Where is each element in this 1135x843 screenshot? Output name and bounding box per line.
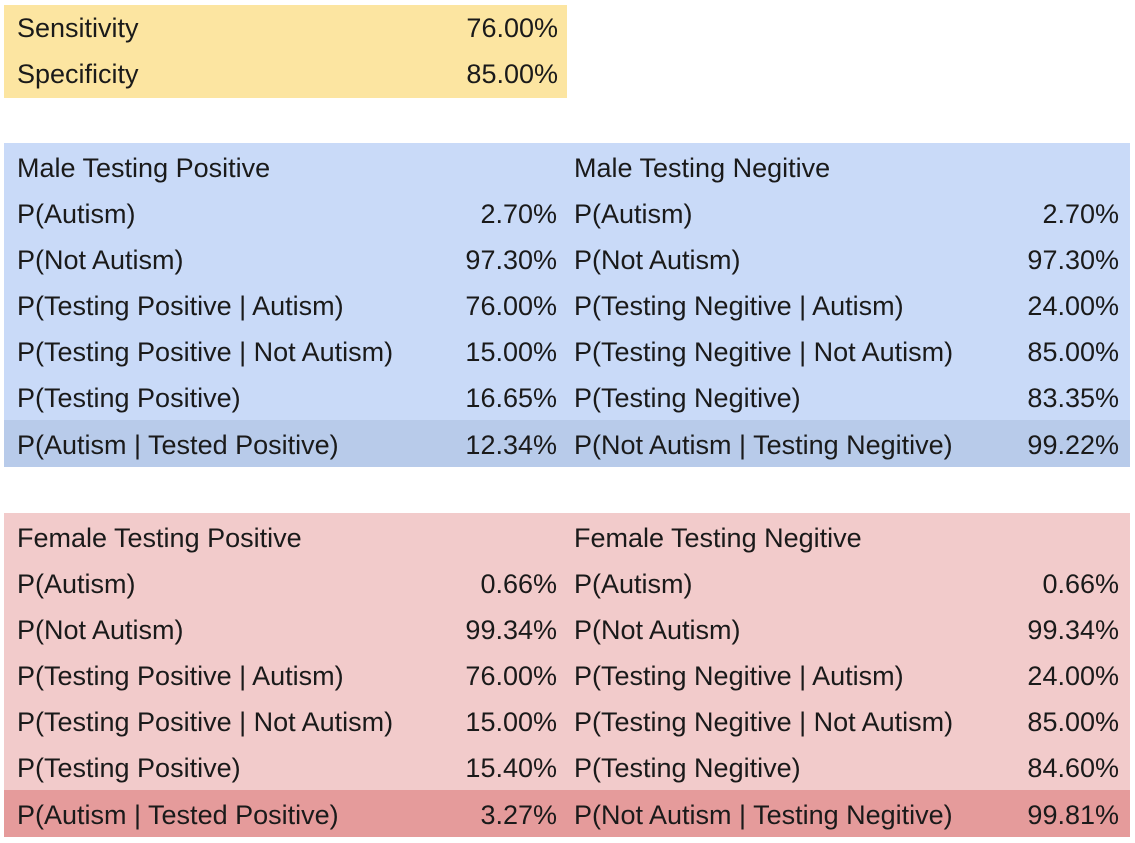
settings-block: Sensitivity 76.00% Specificity 85.00%	[4, 5, 567, 98]
table-row: P(Testing Positive) 15.40%	[4, 745, 557, 791]
row-value[interactable]: 0.66%	[480, 569, 557, 599]
table-row: P(Testing Positive) 16.65%	[4, 375, 557, 421]
section-title-row: Female Testing Negitive	[574, 515, 1119, 561]
table-row: P(Testing Negitive | Autism) 24.00%	[574, 283, 1119, 329]
sensitivity-row: Sensitivity 76.00%	[4, 5, 567, 51]
row-label[interactable]: P(Not Autism)	[574, 245, 741, 275]
female-result-highlight	[4, 790, 1130, 837]
specificity-value[interactable]: 85.00%	[466, 59, 558, 89]
row-label[interactable]: P(Testing Negitive)	[574, 383, 801, 413]
row-label[interactable]: P(Not Autism)	[17, 245, 184, 275]
result-row: P(Autism | Tested Positive) 3.27%	[4, 792, 557, 838]
female-negative-section: Female Testing Negitive P(Autism) 0.66% …	[574, 513, 1123, 837]
row-value[interactable]: 12.34%	[465, 430, 557, 460]
row-value[interactable]: 24.00%	[1027, 661, 1119, 691]
male-block: Male Testing Positive P(Autism) 2.70% P(…	[4, 143, 1130, 467]
row-label[interactable]: P(Testing Negitive)	[574, 753, 801, 783]
row-value[interactable]: 85.00%	[1027, 337, 1119, 367]
specificity-label[interactable]: Specificity	[17, 59, 139, 89]
row-value[interactable]: 85.00%	[1027, 707, 1119, 737]
result-row: P(Not Autism | Testing Negitive) 99.22%	[574, 422, 1119, 468]
table-row: P(Autism) 2.70%	[4, 191, 557, 237]
sensitivity-label[interactable]: Sensitivity	[17, 13, 139, 43]
row-label[interactable]: P(Testing Positive)	[17, 383, 241, 413]
result-row: P(Not Autism | Testing Negitive) 99.81%	[574, 792, 1119, 838]
row-label[interactable]: P(Testing Positive | Not Autism)	[17, 337, 394, 367]
result-row: P(Autism | Tested Positive) 12.34%	[4, 422, 557, 468]
row-label[interactable]: P(Testing Positive | Autism)	[17, 291, 344, 321]
row-value[interactable]: 16.65%	[465, 383, 557, 413]
row-label[interactable]: P(Not Autism)	[574, 615, 741, 645]
male-positive-section: Male Testing Positive P(Autism) 2.70% P(…	[4, 143, 567, 467]
table-row: P(Testing Positive | Not Autism) 15.00%	[4, 329, 557, 375]
table-row: P(Not Autism) 97.30%	[574, 237, 1119, 283]
specificity-row: Specificity 85.00%	[4, 51, 567, 97]
table-row: P(Autism) 2.70%	[574, 191, 1119, 237]
row-label[interactable]: P(Testing Negitive | Autism)	[574, 661, 904, 691]
section-title-row: Male Testing Negitive	[574, 145, 1119, 191]
row-value[interactable]: 0.66%	[1042, 569, 1119, 599]
row-label[interactable]: P(Autism)	[574, 199, 693, 229]
row-value[interactable]: 15.00%	[465, 707, 557, 737]
row-value[interactable]: 2.70%	[480, 199, 557, 229]
row-label[interactable]: P(Autism)	[17, 569, 136, 599]
row-value[interactable]: 15.00%	[465, 337, 557, 367]
row-value[interactable]: 97.30%	[1027, 245, 1119, 275]
row-label[interactable]: P(Autism)	[574, 569, 693, 599]
male-negative-title[interactable]: Male Testing Negitive	[574, 153, 831, 183]
section-title-row: Female Testing Positive	[4, 515, 557, 561]
row-label[interactable]: P(Not Autism | Testing Negitive)	[574, 430, 953, 460]
section-title-row: Male Testing Positive	[4, 145, 557, 191]
table-row: P(Testing Negitive | Autism) 24.00%	[574, 653, 1119, 699]
table-row: P(Not Autism) 99.34%	[4, 607, 557, 653]
sensitivity-value[interactable]: 76.00%	[466, 13, 558, 43]
female-positive-section: Female Testing Positive P(Autism) 0.66% …	[4, 513, 567, 837]
row-label[interactable]: P(Not Autism)	[17, 615, 184, 645]
row-value[interactable]: 76.00%	[465, 291, 557, 321]
row-label[interactable]: P(Testing Negitive | Not Autism)	[574, 707, 954, 737]
male-negative-section: Male Testing Negitive P(Autism) 2.70% P(…	[574, 143, 1123, 467]
female-block: Female Testing Positive P(Autism) 0.66% …	[4, 513, 1130, 837]
female-positive-title[interactable]: Female Testing Positive	[17, 523, 302, 553]
table-row: P(Not Autism) 99.34%	[574, 607, 1119, 653]
table-row: P(Autism) 0.66%	[574, 561, 1119, 607]
row-value[interactable]: 99.81%	[1027, 800, 1119, 830]
row-value[interactable]: 84.60%	[1027, 753, 1119, 783]
table-row: P(Testing Positive | Autism) 76.00%	[4, 283, 557, 329]
row-label[interactable]: P(Testing Positive | Not Autism)	[17, 707, 394, 737]
row-value[interactable]: 24.00%	[1027, 291, 1119, 321]
table-row: P(Autism) 0.66%	[4, 561, 557, 607]
row-label[interactable]: P(Testing Positive)	[17, 753, 241, 783]
table-row: P(Testing Negitive | Not Autism) 85.00%	[574, 329, 1119, 375]
row-value[interactable]: 76.00%	[465, 661, 557, 691]
table-row: P(Not Autism) 97.30%	[4, 237, 557, 283]
male-positive-title[interactable]: Male Testing Positive	[17, 153, 271, 183]
table-row: P(Testing Positive | Autism) 76.00%	[4, 653, 557, 699]
table-row: P(Testing Negitive) 84.60%	[574, 745, 1119, 791]
male-result-highlight	[4, 420, 1130, 467]
table-row: P(Testing Negitive | Not Autism) 85.00%	[574, 699, 1119, 745]
row-label[interactable]: P(Testing Positive | Autism)	[17, 661, 344, 691]
row-value[interactable]: 3.27%	[480, 800, 557, 830]
row-value[interactable]: 97.30%	[465, 245, 557, 275]
row-value[interactable]: 99.34%	[465, 615, 557, 645]
row-value[interactable]: 99.34%	[1027, 615, 1119, 645]
row-label[interactable]: P(Autism | Tested Positive)	[17, 430, 339, 460]
row-label[interactable]: P(Autism | Tested Positive)	[17, 800, 339, 830]
row-value[interactable]: 83.35%	[1027, 383, 1119, 413]
row-value[interactable]: 2.70%	[1042, 199, 1119, 229]
female-negative-title[interactable]: Female Testing Negitive	[574, 523, 862, 553]
row-value[interactable]: 15.40%	[465, 753, 557, 783]
row-label[interactable]: P(Autism)	[17, 199, 136, 229]
row-label[interactable]: P(Testing Negitive | Autism)	[574, 291, 904, 321]
row-value[interactable]: 99.22%	[1027, 430, 1119, 460]
table-row: P(Testing Negitive) 83.35%	[574, 375, 1119, 421]
row-label[interactable]: P(Testing Negitive | Not Autism)	[574, 337, 954, 367]
row-label[interactable]: P(Not Autism | Testing Negitive)	[574, 800, 953, 830]
table-row: P(Testing Positive | Not Autism) 15.00%	[4, 699, 557, 745]
